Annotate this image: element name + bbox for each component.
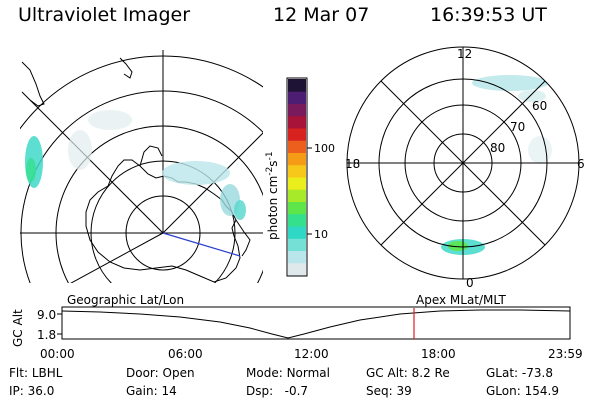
altitude-plot <box>57 306 571 340</box>
alt-ytick-9: 9.0 <box>37 308 56 322</box>
colorbar-tick-10: 10 <box>314 228 328 241</box>
alt-ylabel: GC Alt <box>11 309 25 347</box>
colorbar-label: photon cm-2s-1 <box>265 151 280 240</box>
info-gcalt: GC Alt: 8.2 Re <box>366 366 450 380</box>
alt-ytick-1.8: 1.8 <box>37 328 56 342</box>
colorbar-segment <box>288 103 306 117</box>
alt-xtick-4: 23:59 <box>548 347 583 361</box>
info-glon: GLon: 154.9 <box>486 384 559 398</box>
lat-label-60: 60 <box>532 99 547 113</box>
colorbar-segment <box>288 128 306 141</box>
app-title: Ultraviolet Imager <box>18 4 191 26</box>
colorbar-tick-100: 100 <box>314 142 335 155</box>
colorbar-segment <box>288 115 306 129</box>
geo-panel-label: Geographic Lat/Lon <box>67 293 184 307</box>
mlt-label-12: 12 <box>457 47 472 61</box>
lat-label-80: 80 <box>490 141 505 155</box>
info-flt: Flt: LBHL <box>9 366 63 380</box>
colorbar-segment <box>288 140 306 153</box>
info-glat: GLat: -73.8 <box>486 366 553 380</box>
alt-xtick-0: 00:00 <box>40 347 75 361</box>
info-ip: IP: 36.0 <box>9 384 55 398</box>
colorbar-segment <box>288 152 306 166</box>
colorbar-segment <box>288 91 306 104</box>
colorbar-segment <box>288 250 306 264</box>
info-mode: Mode: Normal <box>246 366 330 380</box>
coastline <box>85 159 241 283</box>
geographic-map <box>20 50 263 283</box>
info-gain: Gain: 14 <box>126 384 177 398</box>
colorbar-segment <box>288 189 306 202</box>
lat-label-70: 70 <box>510 120 525 134</box>
colorbar <box>286 77 312 277</box>
colorbar-segment <box>288 177 306 190</box>
colorbar-segment <box>288 201 306 215</box>
info-dsp: Dsp: -0.7 <box>246 384 309 398</box>
colorbar-segment <box>288 79 306 92</box>
date-label: 12 Mar 07 <box>273 4 370 26</box>
altitude-curve <box>61 309 571 339</box>
colorbar-segment <box>288 238 306 251</box>
alt-xtick-2: 12:00 <box>294 347 329 361</box>
colorbar-segment <box>288 262 306 276</box>
alt-xtick-1: 06:00 <box>168 347 203 361</box>
colorbar-segment <box>288 213 306 227</box>
colorbar-segment <box>288 164 306 178</box>
time-label: 16:39:53 UT <box>430 4 547 26</box>
info-door: Door: Open <box>126 366 195 380</box>
colorbar-segment <box>288 226 306 239</box>
mlt-label-18: 18 <box>345 157 360 171</box>
alt-xtick-3: 18:00 <box>421 347 456 361</box>
mlt-label-6: 6 <box>577 157 585 171</box>
apex-polar-plot <box>346 46 580 280</box>
info-seq: Seq: 39 <box>366 384 412 398</box>
mlt-label-0: 0 <box>466 276 474 290</box>
mag-panel-label: Apex MLat/MLT <box>416 293 506 307</box>
